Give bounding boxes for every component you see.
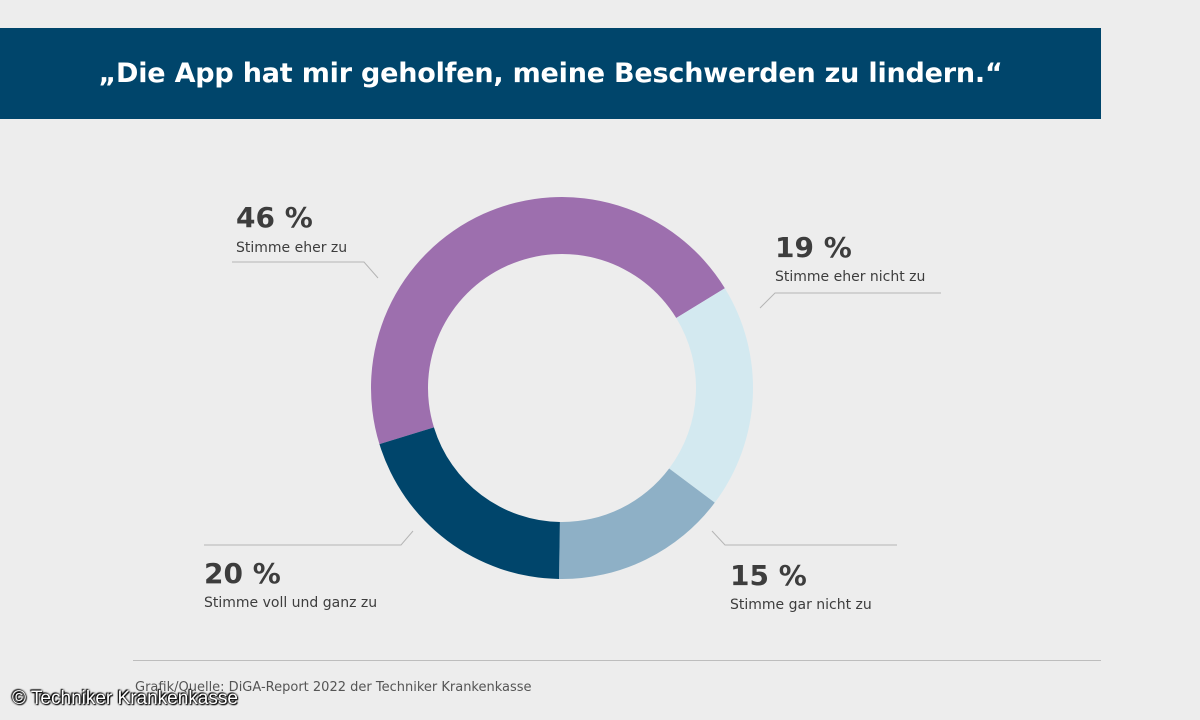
slice-category-label-3: Stimme voll und ganz zu — [204, 595, 377, 611]
donut-slice-2 — [558, 468, 715, 579]
leader-line-1 — [759, 292, 941, 309]
leader-line-2 — [711, 530, 897, 546]
copyright-watermark: © Techniker Krankenkasse — [12, 688, 238, 709]
slice-category-label-0: Stimme eher zu — [236, 240, 347, 256]
donut-slice-1 — [669, 288, 753, 503]
donut-slices — [371, 197, 753, 579]
donut-slice-3 — [379, 427, 560, 579]
title-bar: „Die App hat mir geholfen, meine Beschwe… — [0, 28, 1101, 119]
leader-line-0 — [232, 261, 379, 279]
slice-value-label-0: 46 % — [236, 201, 313, 234]
slice-category-label-1: Stimme eher nicht zu — [775, 269, 925, 285]
donut-slice-0 — [371, 197, 725, 445]
chart-title: „Die App hat mir geholfen, meine Beschwe… — [98, 58, 1003, 89]
slice-value-label-1: 19 % — [775, 231, 852, 264]
leader-line-3 — [204, 530, 414, 546]
source-note: Grafik/Quelle: DiGA-Report 2022 der Tech… — [135, 680, 532, 695]
footer-divider — [133, 660, 1101, 661]
slice-category-label-2: Stimme gar nicht zu — [730, 597, 872, 613]
slice-value-label-2: 15 % — [730, 559, 807, 592]
slice-value-label-3: 20 % — [204, 557, 281, 590]
